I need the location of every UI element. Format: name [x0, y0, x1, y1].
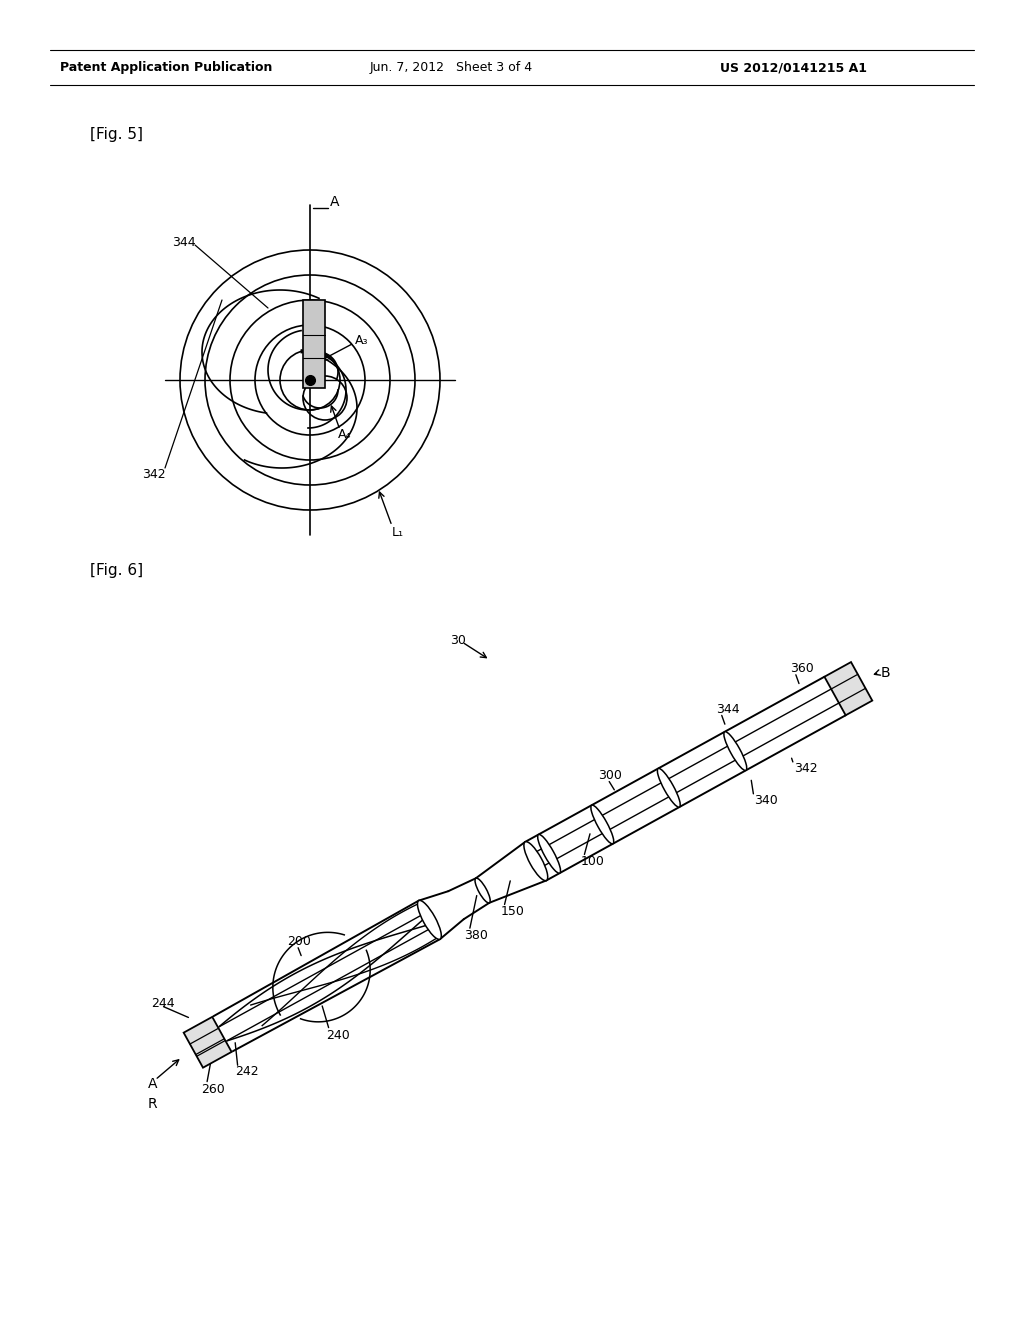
Text: [Fig. 6]: [Fig. 6]: [90, 562, 143, 578]
Ellipse shape: [591, 805, 613, 843]
Text: 240: 240: [327, 1028, 350, 1041]
Text: 100: 100: [581, 854, 604, 867]
Text: 360: 360: [790, 661, 814, 675]
Text: 342: 342: [794, 762, 817, 775]
Ellipse shape: [657, 768, 680, 807]
Text: A₄: A₄: [338, 429, 351, 441]
Ellipse shape: [524, 842, 548, 880]
Text: R: R: [148, 1097, 158, 1111]
Text: L₁: L₁: [392, 525, 404, 539]
Text: 30: 30: [450, 634, 466, 647]
Ellipse shape: [724, 731, 746, 771]
Bar: [303, 300, 325, 388]
Text: Jun. 7, 2012   Sheet 3 of 4: Jun. 7, 2012 Sheet 3 of 4: [370, 62, 534, 74]
Text: 300: 300: [598, 768, 622, 781]
Text: [Fig. 5]: [Fig. 5]: [90, 128, 143, 143]
Polygon shape: [824, 663, 872, 715]
Text: 242: 242: [234, 1065, 258, 1078]
Text: A: A: [330, 195, 340, 209]
Text: Patent Application Publication: Patent Application Publication: [60, 62, 272, 74]
Text: 342: 342: [142, 469, 166, 482]
Text: A: A: [148, 1077, 158, 1092]
Text: 150: 150: [501, 904, 524, 917]
Text: 244: 244: [151, 997, 175, 1010]
Text: 340: 340: [754, 795, 777, 807]
Ellipse shape: [475, 878, 490, 903]
Polygon shape: [183, 1016, 231, 1068]
Text: 344: 344: [716, 704, 739, 717]
Ellipse shape: [418, 900, 441, 940]
Text: 344: 344: [172, 235, 196, 248]
Text: 260: 260: [202, 1082, 225, 1096]
Text: 380: 380: [464, 929, 488, 942]
Ellipse shape: [538, 834, 560, 874]
Text: 200: 200: [287, 935, 311, 948]
Text: US 2012/0141215 A1: US 2012/0141215 A1: [720, 62, 867, 74]
Text: B: B: [881, 665, 890, 680]
Text: A₃: A₃: [355, 334, 369, 346]
